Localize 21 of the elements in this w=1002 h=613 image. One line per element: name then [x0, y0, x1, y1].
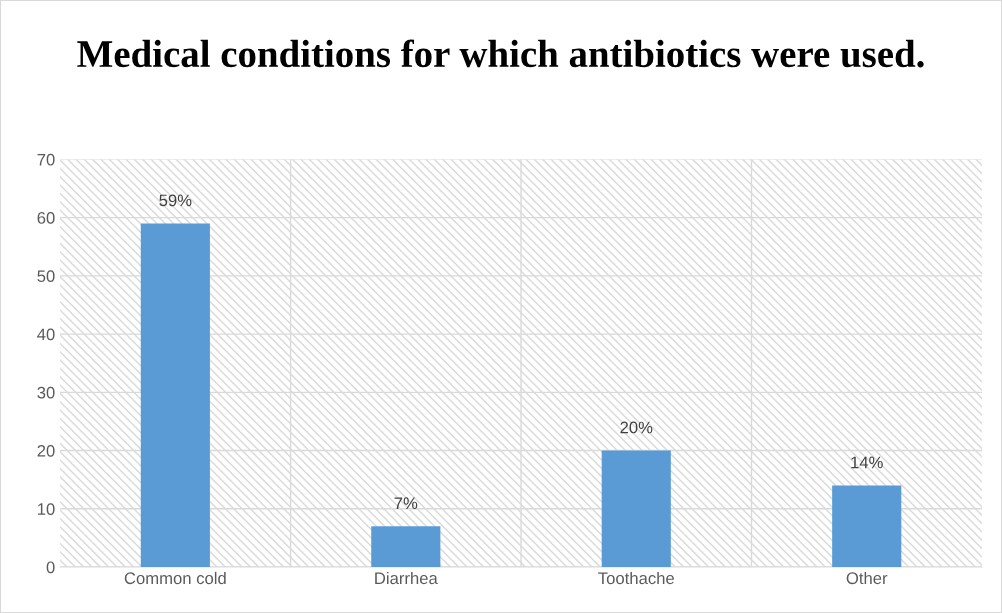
- y-tick-label: 30: [37, 386, 55, 399]
- bar: [140, 223, 210, 568]
- bar: [601, 450, 671, 568]
- y-tick-label: 60: [37, 212, 55, 224]
- x-tick-label: Other: [846, 571, 888, 585]
- bar: [371, 526, 441, 568]
- data-label: 20%: [620, 421, 653, 434]
- y-tick-label: 70: [37, 153, 55, 166]
- bar: [832, 485, 902, 568]
- x-tick-label: Diarrhea: [375, 571, 438, 585]
- data-label: 14%: [851, 456, 883, 469]
- x-tick-label: Toothache: [598, 571, 674, 585]
- y-tick-label: 40: [37, 328, 55, 341]
- x-tick-label: Common cold: [124, 571, 226, 585]
- y-tick-label: 50: [37, 270, 55, 283]
- y-tick-label: 0: [46, 561, 55, 574]
- y-tick-label: 10: [37, 503, 55, 515]
- data-label: 59%: [159, 194, 192, 207]
- chart-title: Medical conditions for which antibiotics were used.: [77, 39, 924, 68]
- y-tick-label: 20: [37, 444, 55, 457]
- data-label: 7%: [394, 497, 418, 510]
